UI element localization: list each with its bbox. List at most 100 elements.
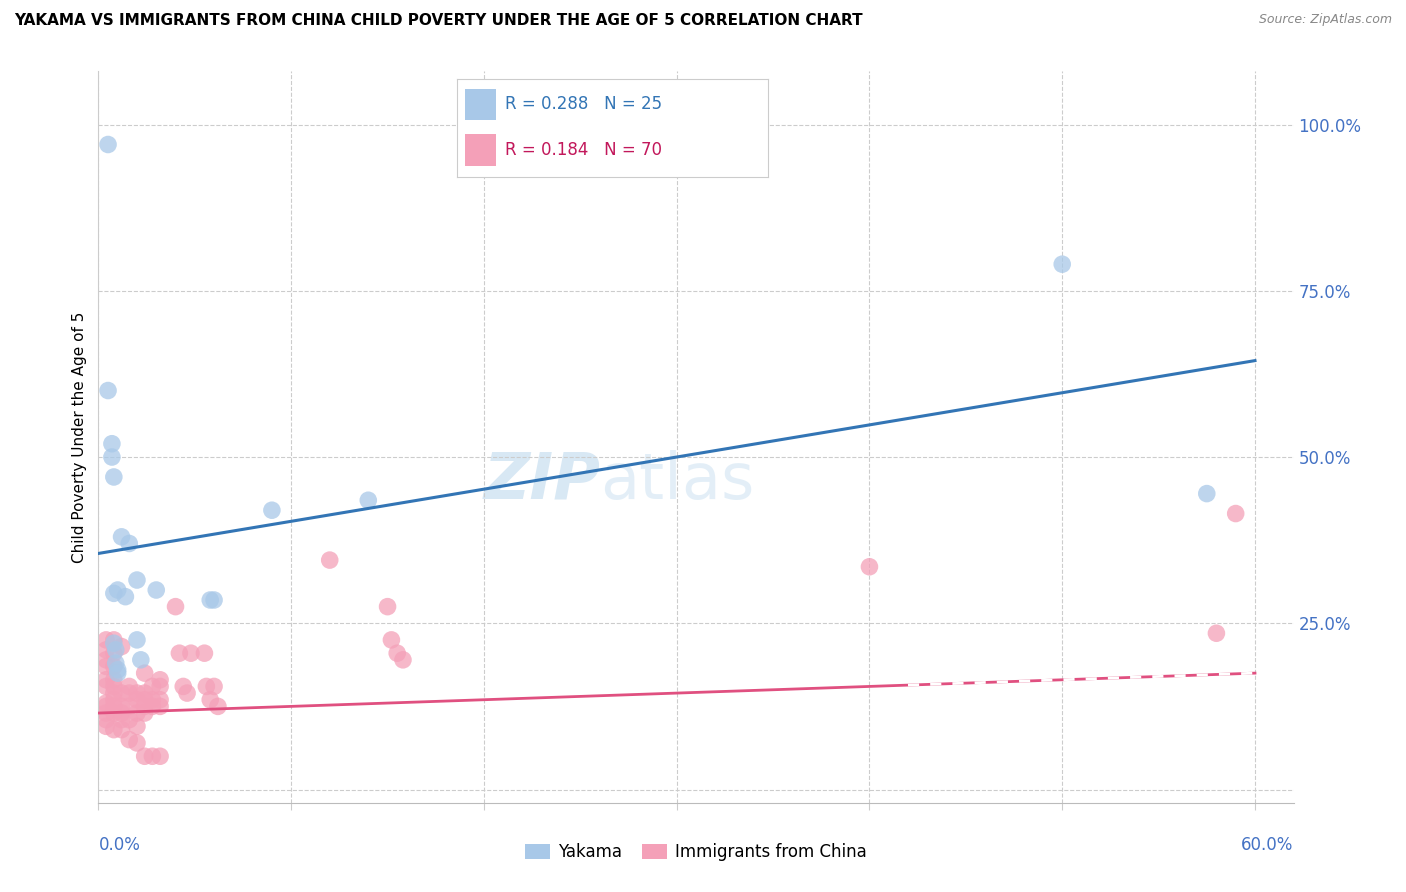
Point	[149, 673, 172, 687]
Point	[94, 699, 117, 714]
Point	[103, 470, 125, 484]
Point	[380, 632, 402, 647]
Point	[385, 646, 409, 660]
Point	[200, 593, 222, 607]
Point	[172, 680, 194, 694]
Point	[202, 680, 225, 694]
Point	[107, 663, 129, 677]
Point	[118, 680, 141, 694]
Point	[101, 436, 124, 450]
Point	[141, 692, 163, 706]
Point	[114, 590, 136, 604]
Point	[145, 582, 167, 597]
Point	[260, 503, 283, 517]
Point	[110, 699, 132, 714]
Point	[110, 640, 132, 654]
Point	[103, 686, 125, 700]
Point	[141, 680, 163, 694]
Point	[125, 686, 148, 700]
Point	[103, 586, 125, 600]
Text: ZIP: ZIP	[484, 450, 600, 512]
Point	[104, 656, 127, 670]
Point	[94, 643, 117, 657]
Point	[176, 686, 198, 700]
Point	[125, 632, 148, 647]
Point	[118, 699, 141, 714]
Point	[149, 699, 172, 714]
Point	[103, 692, 125, 706]
Point	[107, 582, 129, 597]
Point	[141, 749, 163, 764]
Point	[1225, 507, 1247, 521]
Point	[103, 699, 125, 714]
Point	[1195, 486, 1218, 500]
Point	[1050, 257, 1073, 271]
Point	[129, 653, 152, 667]
Point	[195, 680, 218, 694]
Point	[94, 696, 117, 710]
Point	[149, 749, 172, 764]
Point	[134, 666, 156, 681]
Point	[94, 632, 117, 647]
Point	[110, 713, 132, 727]
Point	[97, 137, 120, 152]
Text: 0.0%: 0.0%	[98, 836, 141, 854]
Y-axis label: Child Poverty Under the Age of 5: Child Poverty Under the Age of 5	[72, 311, 87, 563]
Point	[103, 723, 125, 737]
Point	[118, 536, 141, 550]
Point	[103, 680, 125, 694]
Point	[125, 719, 148, 733]
Point	[1205, 626, 1227, 640]
Point	[97, 384, 120, 398]
Point	[94, 680, 117, 694]
Point	[118, 686, 141, 700]
Point	[319, 553, 342, 567]
Point	[94, 713, 117, 727]
Point	[134, 699, 156, 714]
Point	[125, 706, 148, 720]
Point	[103, 673, 125, 687]
Text: Source: ZipAtlas.com: Source: ZipAtlas.com	[1258, 13, 1392, 27]
Point	[110, 706, 132, 720]
Point	[134, 686, 156, 700]
Point	[377, 599, 399, 614]
Point	[134, 706, 156, 720]
Point	[103, 636, 125, 650]
Point	[101, 450, 124, 464]
Point	[103, 659, 125, 673]
Point	[110, 530, 132, 544]
Point	[134, 692, 156, 706]
Point	[103, 632, 125, 647]
Point	[110, 686, 132, 700]
Text: atlas: atlas	[600, 450, 755, 512]
Point	[200, 692, 222, 706]
Legend: Yakama, Immigrants from China: Yakama, Immigrants from China	[517, 837, 875, 868]
Point	[165, 599, 187, 614]
Point	[141, 699, 163, 714]
Point	[125, 736, 148, 750]
Point	[94, 659, 117, 673]
Point	[149, 680, 172, 694]
Point	[104, 643, 127, 657]
Point	[94, 673, 117, 687]
Point	[193, 646, 215, 660]
Point	[94, 719, 117, 733]
Point	[169, 646, 191, 660]
Point	[103, 706, 125, 720]
Point	[118, 732, 141, 747]
Point	[118, 713, 141, 727]
Point	[180, 646, 202, 660]
Point	[125, 692, 148, 706]
Point	[125, 573, 148, 587]
Point	[94, 706, 117, 720]
Point	[107, 666, 129, 681]
Point	[357, 493, 380, 508]
Text: YAKAMA VS IMMIGRANTS FROM CHINA CHILD POVERTY UNDER THE AGE OF 5 CORRELATION CHA: YAKAMA VS IMMIGRANTS FROM CHINA CHILD PO…	[14, 13, 863, 29]
Point	[110, 723, 132, 737]
Point	[149, 692, 172, 706]
Point	[202, 593, 225, 607]
Point	[134, 749, 156, 764]
Point	[103, 646, 125, 660]
Point	[207, 699, 229, 714]
Point	[392, 653, 415, 667]
